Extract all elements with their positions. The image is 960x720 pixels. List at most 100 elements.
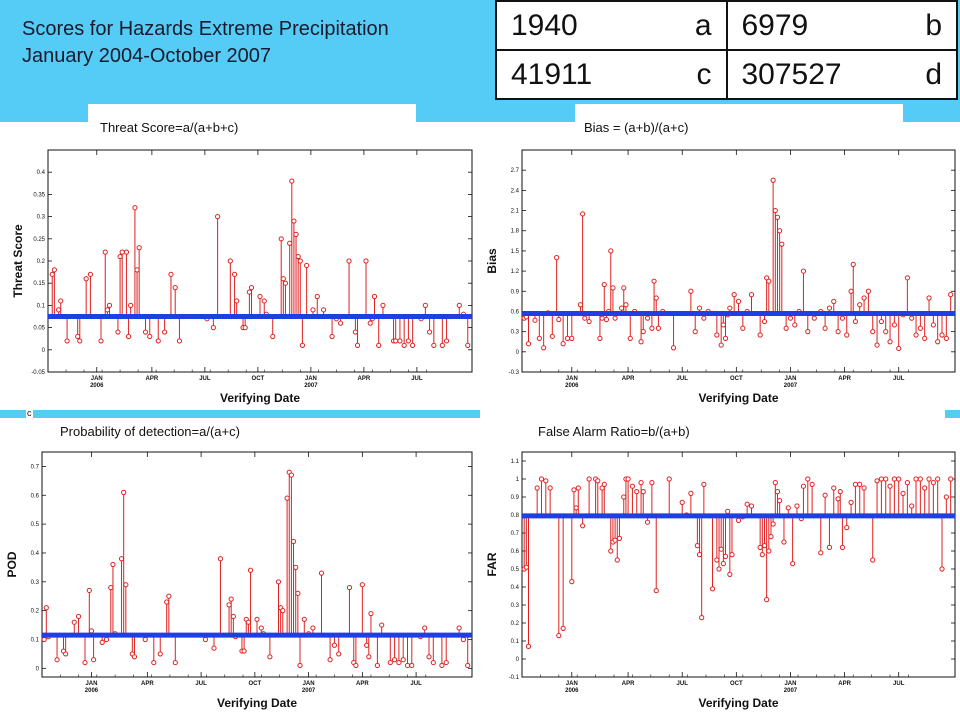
data-point — [917, 325, 923, 331]
data-point — [426, 654, 432, 660]
plot-frame — [47, 149, 473, 373]
data-point — [295, 590, 301, 596]
y-axis-title: FAR — [485, 552, 499, 576]
data-point — [896, 345, 902, 352]
data-point — [766, 548, 772, 554]
data-point — [792, 322, 798, 328]
y-tick-label: -0.3 — [509, 370, 520, 376]
data-point — [580, 211, 586, 217]
data-point — [731, 292, 737, 298]
data-point — [172, 659, 178, 666]
data-point — [525, 643, 532, 649]
x-tick-label: JUL — [199, 376, 211, 382]
data-point — [612, 537, 618, 543]
data-point — [649, 325, 655, 331]
data-point — [722, 553, 729, 560]
data-point — [556, 316, 562, 323]
data-point — [98, 338, 104, 344]
data-point — [295, 253, 301, 260]
label-box-bias — [575, 104, 903, 122]
data-point — [142, 329, 149, 335]
y-tick-label: 0.3 — [31, 580, 40, 586]
data-point — [761, 318, 768, 325]
data-point — [597, 335, 603, 341]
data-point — [337, 320, 344, 326]
data-point — [612, 315, 618, 321]
data-point — [943, 335, 949, 341]
panel-title-bias: Bias = (a+b)/(a+c) — [584, 120, 689, 135]
cell-d-value: 307527 — [741, 57, 842, 91]
data-point — [772, 207, 778, 214]
data-point — [638, 480, 644, 486]
chart-far: -0.100.10.20.30.40.50.60.70.80.911.1JAN2… — [485, 451, 956, 710]
data-point — [162, 329, 168, 335]
data-point — [41, 636, 47, 643]
data-point — [164, 599, 170, 605]
data-point — [629, 483, 636, 489]
data-point — [857, 481, 863, 488]
data-point — [926, 295, 932, 301]
data-point — [215, 214, 221, 220]
x-tick-label: 2006 — [85, 688, 99, 694]
y-tick-label: 0.3 — [511, 603, 520, 609]
data-point — [456, 302, 462, 308]
data-point — [108, 584, 114, 591]
y-tick-label: 2.4 — [511, 188, 520, 194]
data-point — [586, 318, 592, 325]
data-point — [582, 315, 588, 321]
data-point — [878, 476, 884, 482]
data-point — [110, 561, 116, 568]
data-point — [465, 342, 471, 348]
data-point — [430, 659, 436, 666]
data-point — [291, 218, 297, 224]
data-point — [577, 302, 584, 308]
data-point — [696, 552, 703, 558]
data-point — [692, 329, 698, 335]
y-tick-label: 0.1 — [37, 303, 46, 309]
data-point — [354, 342, 361, 348]
data-point — [314, 293, 320, 300]
data-point — [783, 325, 789, 331]
data-point — [601, 481, 607, 488]
data-point — [289, 178, 295, 184]
x-tick-label: APR — [356, 681, 369, 687]
y-tick-label: 0.2 — [511, 621, 520, 627]
data-point — [781, 539, 787, 545]
y-axis-title: POD — [5, 551, 19, 577]
data-point — [870, 557, 876, 563]
slide-title-line-2: January 2004-October 2007 — [22, 45, 272, 67]
data-point — [230, 613, 236, 620]
data-point — [336, 651, 342, 657]
data-point — [83, 276, 89, 282]
data-point — [368, 610, 374, 617]
data-point — [91, 657, 97, 663]
data-point — [422, 302, 428, 308]
data-point — [757, 544, 763, 551]
data-point — [614, 557, 620, 563]
data-point — [376, 342, 382, 348]
cell-b-value: 6979 — [741, 8, 809, 42]
data-point — [103, 636, 110, 643]
data-point — [640, 489, 646, 495]
panel-title-far: False Alarm Ratio=b/(a+b) — [538, 424, 690, 439]
data-point — [716, 566, 722, 572]
data-point — [822, 492, 828, 498]
data-point — [556, 633, 562, 639]
data-point — [366, 654, 372, 660]
data-point — [701, 315, 707, 321]
data-point — [297, 258, 303, 264]
data-point — [102, 249, 108, 255]
divider-band-right — [945, 410, 960, 418]
data-point — [809, 481, 815, 488]
data-point — [835, 496, 841, 502]
y-tick-label: 0.9 — [511, 495, 520, 501]
data-point — [211, 645, 217, 651]
data-point — [930, 322, 936, 328]
y-axis-title: Threat Score — [11, 224, 25, 298]
y-tick-label: 0.9 — [511, 289, 520, 295]
y-tick-label: 0.5 — [511, 567, 520, 573]
y-tick-label: -0.05 — [31, 370, 45, 376]
data-point — [837, 489, 843, 495]
x-tick-label: JAN — [91, 376, 103, 382]
